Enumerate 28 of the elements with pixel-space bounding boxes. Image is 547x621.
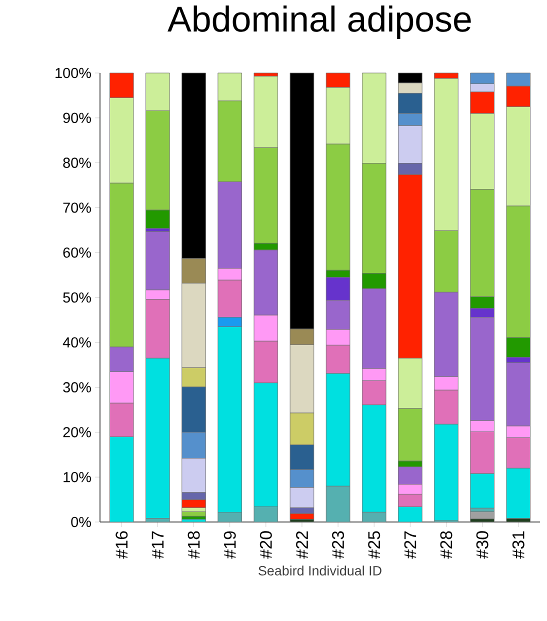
y-tick-label: 0%	[71, 516, 91, 528]
x-tick-label: #30	[476, 531, 488, 559]
y-tick-label: 80%	[63, 158, 91, 168]
x-tick-label: #28	[440, 531, 452, 559]
y-tick-label: 10%	[64, 472, 91, 482]
x-tick-label: #16	[116, 531, 128, 559]
y-tick-label: 50%	[63, 292, 91, 303]
y-tick-label: 100%	[56, 68, 91, 78]
x-tick-label: #19	[224, 531, 236, 559]
y-tick-label: 20%	[63, 427, 91, 438]
x-tick-label: #17	[152, 531, 164, 559]
x-tick-label: #31	[512, 531, 524, 559]
chart-title: Abdominal adipose	[168, 6, 471, 39]
x-tick-label: #27	[404, 531, 416, 559]
x-tick-label: #23	[332, 531, 344, 559]
y-tick-label: 30%	[63, 382, 91, 392]
x-axis-title: Seabird Individual ID	[258, 566, 382, 576]
x-tick-label: #22	[296, 531, 308, 559]
x-tick-label: #20	[260, 531, 272, 559]
x-tick-label: #18	[188, 531, 200, 559]
y-tick-label: 60%	[63, 247, 91, 258]
y-tick-label: 90%	[63, 112, 91, 124]
y-tick-label: 70%	[63, 202, 91, 213]
bar	[182, 519, 206, 522]
bar	[182, 511, 206, 516]
bar	[470, 511, 494, 520]
x-tick-label: #25	[368, 531, 380, 559]
y-tick-label: 40%	[62, 337, 91, 348]
